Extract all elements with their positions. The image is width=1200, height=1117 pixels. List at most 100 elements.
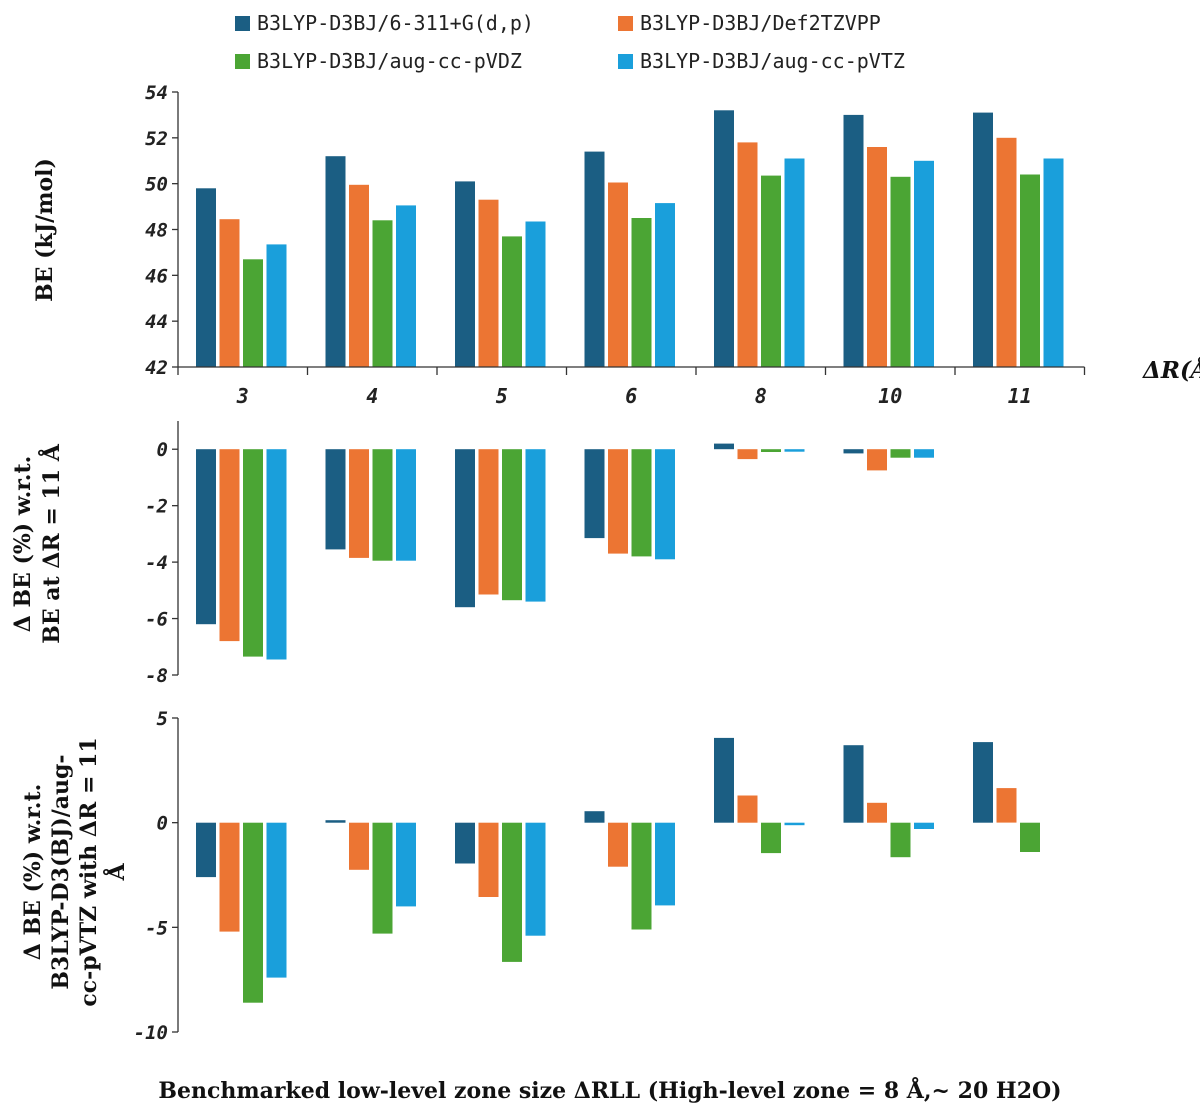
y-tick-label: 48 xyxy=(145,220,168,242)
y-tick-label: -8 xyxy=(145,665,168,687)
bar-5-series-1 xyxy=(455,822,475,864)
y-tick-label: -4 xyxy=(145,552,168,574)
y-tick-label: 50 xyxy=(145,174,168,196)
bar-4-series-1 xyxy=(325,820,346,823)
bar-10-series-2 xyxy=(867,802,887,823)
bar-8-series-1 xyxy=(714,737,734,823)
bar-3-series-3 xyxy=(243,822,263,1003)
bar-10-series-3 xyxy=(890,449,911,458)
y-tick-label: 0 xyxy=(157,813,168,835)
be-panel: 42 44 46 48 50 52 54 3 4 5 6 8 10 11 BE (kJ/mol) xyxy=(32,82,1086,408)
bar-6-series-2 xyxy=(608,182,628,367)
legend-label: B3LYP-D3BJ/6-311+G(d,p) xyxy=(257,11,534,35)
legend-swatch xyxy=(235,16,250,31)
bar-11-series-2 xyxy=(996,788,1017,823)
bar-3-series-2 xyxy=(219,822,240,932)
y-tick-label: 52 xyxy=(145,128,168,150)
bar-10-series-1 xyxy=(843,114,864,368)
y-tick-label: 42 xyxy=(145,357,168,379)
y-axis-label-line: cc-pVTZ with ΔR = 11 xyxy=(76,737,102,1006)
bar-8-series-4 xyxy=(784,822,805,826)
y-tick-label: 54 xyxy=(145,82,168,104)
bar-6-series-3 xyxy=(631,822,652,930)
bar-10-series-2 xyxy=(867,147,887,367)
bar-5-series-2 xyxy=(478,199,499,367)
bar-5-series-1 xyxy=(455,181,475,367)
legend-swatch xyxy=(618,16,633,31)
bar-5-series-4 xyxy=(525,221,546,367)
bar-3-series-1 xyxy=(196,449,216,625)
bar-4-series-2 xyxy=(349,184,369,367)
y-axis-label-line: Δ BE (%) w.r.t. xyxy=(20,784,46,961)
bar-10-series-4 xyxy=(914,160,934,368)
bar-6-series-2 xyxy=(608,822,628,867)
bar-5-series-2 xyxy=(478,449,499,595)
category-label: 5 xyxy=(496,384,508,408)
bar-4-series-4 xyxy=(396,205,416,367)
bar-3-series-1 xyxy=(196,188,216,367)
bar-4-series-4 xyxy=(396,822,416,907)
y-axis-label-line: Δ BE (%) w.r.t. xyxy=(10,456,36,633)
legend-swatch xyxy=(618,54,633,69)
bar-8-series-3 xyxy=(761,175,781,367)
bar-8-series-1 xyxy=(714,443,734,450)
bar-3-series-4 xyxy=(266,449,287,660)
bar-6-series-1 xyxy=(584,449,605,539)
bar-3-series-4 xyxy=(266,822,287,978)
bar-5-series-1 xyxy=(455,449,475,608)
bar-5-series-3 xyxy=(502,822,522,962)
bar-11-series-4 xyxy=(1043,158,1064,367)
y-tick-label: 44 xyxy=(145,311,168,333)
bar-6-series-2 xyxy=(608,449,628,554)
y-tick-label: 5 xyxy=(157,708,168,730)
bar-4-series-3 xyxy=(372,822,393,934)
bar-5-series-4 xyxy=(525,449,546,602)
bar-4-series-2 xyxy=(349,822,369,870)
y-tick-label: -2 xyxy=(145,496,168,518)
bar-6-series-3 xyxy=(631,218,652,367)
bar-8-series-2 xyxy=(737,795,758,823)
y-axis-label-line: BE at ΔR = 11 Å xyxy=(38,443,65,643)
category-label: 8 xyxy=(755,384,767,408)
bar-5-series-3 xyxy=(502,449,522,601)
bar-10-series-4 xyxy=(914,449,934,458)
bar-5-series-3 xyxy=(502,236,522,367)
y-axis-label-line: B3LYP-D3(BJ)/aug- xyxy=(48,754,74,989)
bar-8-series-1 xyxy=(714,110,734,368)
bar-11-series-3 xyxy=(1020,174,1040,367)
bar-8-series-2 xyxy=(737,142,758,367)
bar-4-series-1 xyxy=(325,156,346,367)
bar-10-series-3 xyxy=(890,176,911,367)
x-axis-title: Benchmarked low-level zone size ΔRLL (Hi… xyxy=(158,1077,1061,1104)
bar-3-series-2 xyxy=(219,449,240,642)
legend-label: B3LYP-D3BJ/Def2TZVPP xyxy=(640,11,881,35)
bar-6-series-4 xyxy=(655,203,675,367)
bar-3-series-2 xyxy=(219,219,240,367)
category-label: 10 xyxy=(878,384,902,408)
bar-4-series-4 xyxy=(396,449,416,561)
category-label: 6 xyxy=(625,384,637,408)
bar-11-series-3 xyxy=(1020,822,1040,852)
bar-8-series-3 xyxy=(761,449,781,452)
bar-4-series-3 xyxy=(372,220,393,367)
bar-3-series-4 xyxy=(266,244,287,367)
bar-8-series-2 xyxy=(737,449,758,460)
bar-6-series-1 xyxy=(584,811,605,823)
y-axis-label: Δ BE (%) w.r.t.B3LYP-D3(BJ)/aug-cc-pVTZ … xyxy=(20,737,130,1006)
bar-3-series-1 xyxy=(196,822,216,878)
bar-6-series-3 xyxy=(631,449,652,557)
y-tick-label: 46 xyxy=(145,265,168,287)
bar-4-series-1 xyxy=(325,449,346,550)
bar-6-series-4 xyxy=(655,449,675,560)
y-tick-label: -5 xyxy=(145,917,168,939)
y-axis-label: BE (kJ/mol) xyxy=(32,158,58,302)
y-axis-label: Δ BE (%) w.r.t. BE at ΔR = 11 Å xyxy=(10,443,65,643)
bar-11-series-1 xyxy=(973,742,993,823)
legend: B3LYP-D3BJ/6-311+G(d,p) B3LYP-D3BJ/Def2TZ… xyxy=(235,11,905,73)
bar-10-series-1 xyxy=(843,449,864,454)
bar-8-series-4 xyxy=(784,158,805,367)
category-label: 4 xyxy=(366,384,378,408)
bar-10-series-1 xyxy=(843,745,864,823)
y-tick-label: -10 xyxy=(134,1022,168,1044)
